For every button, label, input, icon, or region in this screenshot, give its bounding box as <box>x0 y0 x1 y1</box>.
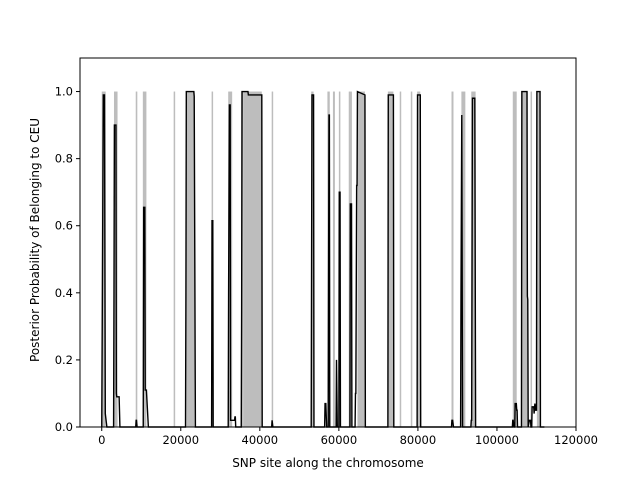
y-axis-label: Posterior Probability of Belonging to CE… <box>28 118 42 362</box>
x-tick-label: 20000 <box>162 433 199 447</box>
true-ancestry-band-21 <box>451 91 454 427</box>
true-ancestry-band-10 <box>271 91 274 427</box>
true-ancestry-band-25 <box>521 91 528 427</box>
true-ancestry-band-4 <box>173 91 176 427</box>
y-tick-label: 0.6 <box>55 219 73 233</box>
x-tick-label: 40000 <box>242 433 279 447</box>
true-ancestry-band-19 <box>410 91 413 427</box>
x-tick-label: 0 <box>98 433 105 447</box>
true-ancestry-band-24 <box>512 91 517 427</box>
true-ancestry-band-5 <box>186 91 195 427</box>
x-tick-label: 120000 <box>554 433 598 447</box>
plot-frame <box>79 57 577 428</box>
true-ancestry-band-9 <box>243 91 262 427</box>
true-ancestry-band-20 <box>417 91 421 427</box>
x-tick-label: 60000 <box>321 433 358 447</box>
true-ancestry-band-11 <box>311 91 314 427</box>
y-tick-label: 0.8 <box>55 152 73 166</box>
true-ancestry-band-17 <box>387 91 394 427</box>
true-ancestry-band-26 <box>530 91 533 427</box>
x-tick-label: 100000 <box>475 433 519 447</box>
x-axis-label: SNP site along the chromosome <box>232 456 424 470</box>
true-ancestry-band-27 <box>536 91 541 427</box>
true-ancestry-band-23 <box>471 91 476 427</box>
true-ancestry-band-2 <box>135 91 138 427</box>
x-tick-label: 80000 <box>400 433 437 447</box>
true-ancestry-band-22 <box>461 91 466 427</box>
y-tick-label: 0.0 <box>55 420 73 434</box>
true-ancestry-band-13 <box>332 91 335 427</box>
true-ancestry-band-16 <box>357 91 365 427</box>
x-axis-ticks: 0 20000 40000 60000 80000 100000 120000 <box>98 427 598 447</box>
true-ancestry-band-18 <box>399 91 402 427</box>
true-ancestry-band-0 <box>101 91 106 427</box>
y-tick-label: 1.0 <box>55 85 73 99</box>
posterior-series <box>101 90 545 428</box>
series-line-0 <box>101 90 545 428</box>
y-tick-label: 0.2 <box>55 353 73 367</box>
y-axis-ticks: 0.0 0.2 0.4 0.6 0.8 1.0 <box>55 85 80 434</box>
y-tick-label: 0.4 <box>55 286 73 300</box>
